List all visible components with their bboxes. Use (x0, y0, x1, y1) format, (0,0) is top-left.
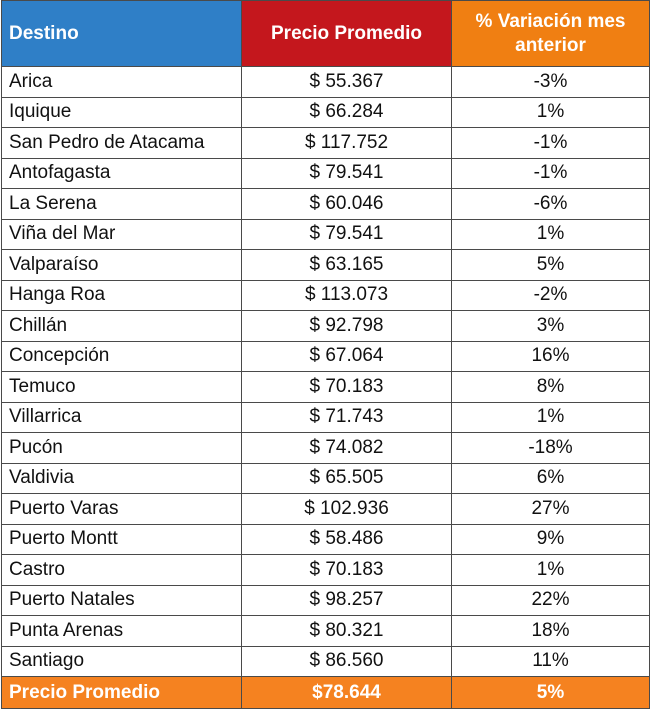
table-row: Valdivia $ 65.505 6% (2, 463, 650, 494)
table-row: Pucón $ 74.082 -18% (2, 433, 650, 464)
header-row: Destino Precio Promedio % Variación mes … (2, 1, 650, 67)
cell-precio: $ 66.284 (242, 97, 452, 128)
cell-variacion: 3% (452, 311, 650, 342)
cell-precio: $ 117.752 (242, 128, 452, 159)
cell-destino: La Serena (2, 189, 242, 220)
table-row: San Pedro de Atacama $ 117.752 -1% (2, 128, 650, 159)
cell-destino: Concepción (2, 341, 242, 372)
footer-precio: $78.644 (242, 677, 452, 709)
cell-destino: Puerto Varas (2, 494, 242, 525)
cell-precio: $ 55.367 (242, 67, 452, 98)
cell-precio: $ 98.257 (242, 585, 452, 616)
cell-destino: San Pedro de Atacama (2, 128, 242, 159)
cell-variacion: 1% (452, 97, 650, 128)
cell-destino: Arica (2, 67, 242, 98)
footer-row: Precio Promedio $78.644 5% (2, 677, 650, 709)
cell-precio: $ 79.541 (242, 158, 452, 189)
cell-precio: $ 74.082 (242, 433, 452, 464)
cell-destino: Iquique (2, 97, 242, 128)
price-table: Destino Precio Promedio % Variación mes … (1, 0, 650, 709)
cell-destino: Villarrica (2, 402, 242, 433)
cell-destino: Pucón (2, 433, 242, 464)
table-row: Chillán $ 92.798 3% (2, 311, 650, 342)
cell-variacion: 18% (452, 616, 650, 647)
cell-variacion: -2% (452, 280, 650, 311)
footer-variacion: 5% (452, 677, 650, 709)
cell-precio: $ 79.541 (242, 219, 452, 250)
cell-precio: $ 60.046 (242, 189, 452, 220)
cell-destino: Santiago (2, 646, 242, 677)
header-precio-promedio: Precio Promedio (242, 1, 452, 67)
cell-precio: $ 70.183 (242, 372, 452, 403)
cell-precio: $ 58.486 (242, 524, 452, 555)
header-variacion: % Variación mes anterior (452, 1, 650, 67)
cell-precio: $ 67.064 (242, 341, 452, 372)
footer-label: Precio Promedio (2, 677, 242, 709)
cell-precio: $ 86.560 (242, 646, 452, 677)
cell-variacion: -18% (452, 433, 650, 464)
cell-destino: Punta Arenas (2, 616, 242, 647)
cell-destino: Hanga Roa (2, 280, 242, 311)
cell-precio: $ 113.073 (242, 280, 452, 311)
table-row: Puerto Varas $ 102.936 27% (2, 494, 650, 525)
cell-variacion: 1% (452, 219, 650, 250)
cell-variacion: 8% (452, 372, 650, 403)
table-body: Arica $ 55.367 -3% Iquique $ 66.284 1% San Ped… (2, 67, 650, 677)
table-row: Puerto Natales $ 98.257 22% (2, 585, 650, 616)
cell-variacion: 16% (452, 341, 650, 372)
cell-precio: $ 80.321 (242, 616, 452, 647)
cell-variacion: 11% (452, 646, 650, 677)
cell-variacion: 22% (452, 585, 650, 616)
cell-precio: $ 71.743 (242, 402, 452, 433)
cell-variacion: 9% (452, 524, 650, 555)
table-row: Arica $ 55.367 -3% (2, 67, 650, 98)
cell-precio: $ 102.936 (242, 494, 452, 525)
cell-destino: Antofagasta (2, 158, 242, 189)
cell-destino: Temuco (2, 372, 242, 403)
cell-variacion: 5% (452, 250, 650, 281)
cell-destino: Valparaíso (2, 250, 242, 281)
table-row: Punta Arenas $ 80.321 18% (2, 616, 650, 647)
cell-variacion: -3% (452, 67, 650, 98)
cell-destino: Chillán (2, 311, 242, 342)
cell-variacion: 27% (452, 494, 650, 525)
cell-variacion: 1% (452, 402, 650, 433)
table-row: Iquique $ 66.284 1% (2, 97, 650, 128)
cell-precio: $ 63.165 (242, 250, 452, 281)
cell-destino: Puerto Natales (2, 585, 242, 616)
cell-precio: $ 92.798 (242, 311, 452, 342)
header-destino: Destino (2, 1, 242, 67)
cell-variacion: 1% (452, 555, 650, 586)
table-row: Concepción $ 67.064 16% (2, 341, 650, 372)
cell-variacion: -6% (452, 189, 650, 220)
table-row: Valparaíso $ 63.165 5% (2, 250, 650, 281)
cell-destino: Castro (2, 555, 242, 586)
cell-destino: Viña del Mar (2, 219, 242, 250)
table-row: Santiago $ 86.560 11% (2, 646, 650, 677)
table-row: Antofagasta $ 79.541 -1% (2, 158, 650, 189)
cell-variacion: 6% (452, 463, 650, 494)
cell-precio: $ 70.183 (242, 555, 452, 586)
table-row: Hanga Roa $ 113.073 -2% (2, 280, 650, 311)
table-row: Puerto Montt $ 58.486 9% (2, 524, 650, 555)
cell-destino: Valdivia (2, 463, 242, 494)
cell-destino: Puerto Montt (2, 524, 242, 555)
table-row: Temuco $ 70.183 8% (2, 372, 650, 403)
cell-variacion: -1% (452, 158, 650, 189)
table-row: Viña del Mar $ 79.541 1% (2, 219, 650, 250)
cell-variacion: -1% (452, 128, 650, 159)
cell-precio: $ 65.505 (242, 463, 452, 494)
table-row: Castro $ 70.183 1% (2, 555, 650, 586)
table-row: Villarrica $ 71.743 1% (2, 402, 650, 433)
table-row: La Serena $ 60.046 -6% (2, 189, 650, 220)
